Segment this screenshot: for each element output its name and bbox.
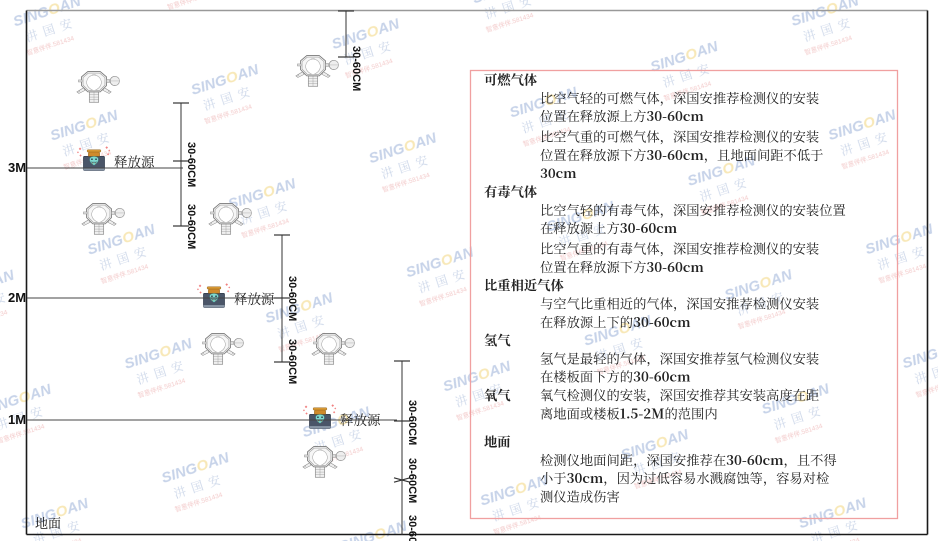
svg-text:比空气轻的有毒气体，深国安推荐检测仪的安装位置: 比空气轻的有毒气体，深国安推荐检测仪的安装位置 [540, 200, 846, 219]
svg-text:比重相近气体: 比重相近气体 [484, 275, 564, 294]
svg-text:离地面或楼板1.5-2M的范围内: 离地面或楼板1.5-2M的范围内 [540, 403, 718, 422]
svg-text:与空气比重相近的气体，深国安推荐检测仪安装: 与空气比重相近的气体，深国安推荐检测仪安装 [540, 294, 819, 313]
svg-text:位置在释放源下方30-60cm，且地面间距不低于: 位置在释放源下方30-60cm，且地面间距不低于 [540, 145, 823, 164]
svg-text:小于30cm，因为过低容易水溅腐蚀等，容易对检: 小于30cm，因为过低容易水溅腐蚀等，容易对检 [540, 468, 829, 487]
svg-text:氢气是最轻的气体，深国安推荐氢气检测仪安装: 氢气是最轻的气体，深国安推荐氢气检测仪安装 [540, 348, 819, 367]
svg-text:30cm: 30cm [540, 163, 577, 182]
svg-text:位置在释放源下方30-60cm: 位置在释放源下方30-60cm [540, 257, 704, 276]
svg-text:在楼板面下方的30-60cm: 在楼板面下方的30-60cm [540, 367, 690, 386]
svg-text:检测仪地面间距，深国安推荐在30-60cm，且不得: 检测仪地面间距，深国安推荐在30-60cm，且不得 [540, 450, 837, 469]
svg-text:位置在释放源上方30-60cm: 位置在释放源上方30-60cm [540, 106, 704, 125]
svg-text:可燃气体: 可燃气体 [484, 70, 538, 89]
svg-text:地面: 地面 [484, 432, 511, 451]
svg-text:比空气重的可燃气体，深国安推荐检测仪的安装: 比空气重的可燃气体，深国安推荐检测仪的安装 [540, 127, 819, 146]
svg-text:氢气: 氢气 [484, 330, 511, 349]
svg-text:比空气轻的可燃气体，深国安推荐检测仪的安装: 比空气轻的可燃气体，深国安推荐检测仪的安装 [540, 88, 819, 107]
svg-text:在释放源上下的30-60cm: 在释放源上下的30-60cm [540, 312, 690, 331]
svg-text:有毒气体: 有毒气体 [484, 182, 538, 201]
svg-text:在释放源上方30-60cm: 在释放源上方30-60cm [540, 218, 677, 237]
svg-text:测仪造成伤害: 测仪造成伤害 [540, 487, 620, 506]
svg-text:氧气检测仪的安装，深国安推荐其安装高度在距: 氧气检测仪的安装，深国安推荐其安装高度在距 [540, 385, 819, 404]
svg-text:比空气重的有毒气体，深国安推荐检测仪的安装: 比空气重的有毒气体，深国安推荐检测仪的安装 [540, 239, 819, 258]
svg-text:氧气: 氧气 [484, 385, 511, 404]
